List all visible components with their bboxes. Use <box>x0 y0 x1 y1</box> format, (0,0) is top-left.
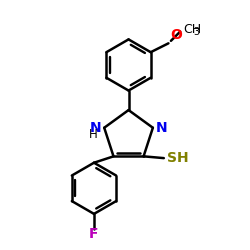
Text: N: N <box>90 121 102 135</box>
Text: H: H <box>89 128 98 141</box>
Text: SH: SH <box>167 151 189 165</box>
Text: O: O <box>170 28 182 42</box>
Text: 3: 3 <box>193 27 200 37</box>
Text: CH: CH <box>184 22 202 36</box>
Text: N: N <box>156 121 167 135</box>
Text: F: F <box>89 228 99 241</box>
